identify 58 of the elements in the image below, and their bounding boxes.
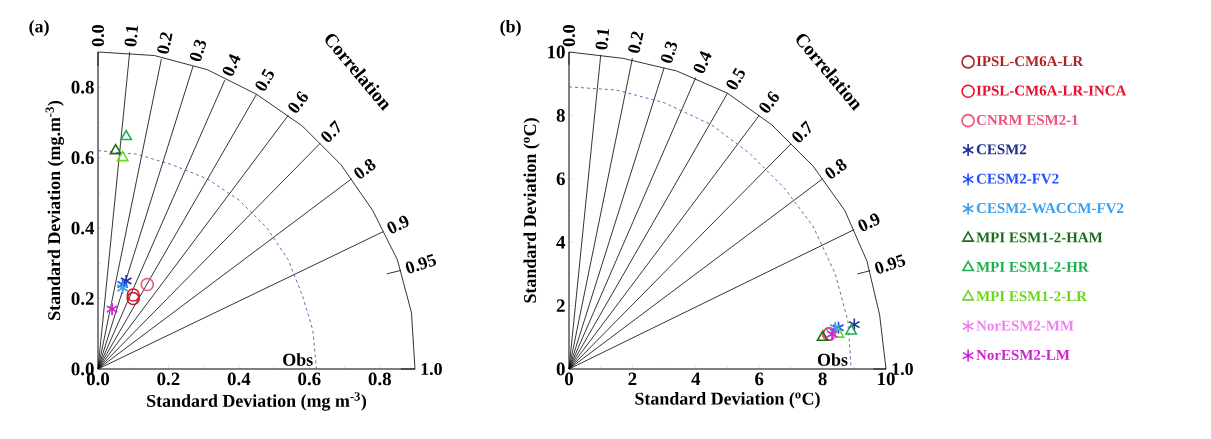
x-tick-label: 4 — [691, 372, 701, 385]
annotation: 0.4 — [222, 53, 241, 76]
legend-label: IPSL-CM6A-LR — [976, 56, 1084, 67]
annotation: 1.0 — [421, 362, 442, 376]
x-tick-label: 8 — [818, 372, 827, 386]
x-tick-label: 0.2 — [157, 372, 180, 386]
x-tick-label: 0.8 — [368, 372, 391, 386]
y-tick-label: 0.4 — [71, 221, 95, 235]
y-axis-title: Standard Deviation (mg.m$^{-3}$) — [45, 100, 64, 320]
annotation: 0.7 — [321, 120, 340, 142]
legend-label: MPI ESM1-2-HAM — [976, 232, 1103, 243]
y-tick-label: 4 — [556, 235, 566, 249]
annotation: 0.7 — [792, 120, 811, 143]
annotation: 0.4 — [693, 51, 712, 73]
legend-label: MPI ESM1-2-HR — [976, 261, 1089, 272]
annotation: 0.1 — [595, 29, 610, 50]
x-tick-label: 0.4 — [227, 372, 251, 386]
annotation: 0.8 — [354, 159, 376, 179]
x-tick-label: 6 — [755, 372, 764, 386]
legend-label: IPSL-CM6A-LR-INCA — [976, 85, 1127, 96]
legend-label: NorESM2-LM — [976, 349, 1070, 360]
legend-label: CESM2 — [976, 144, 1027, 155]
annotation: 0.2 — [628, 31, 644, 53]
y-tick-label: 0.8 — [71, 80, 94, 94]
y-tick-label: 2 — [556, 299, 565, 312]
legend-label: NorESM2-MM — [976, 320, 1074, 331]
annotation: 0.8 — [825, 159, 847, 179]
y-tick-label: 6 — [556, 172, 565, 186]
annotation: 0.9 — [858, 213, 880, 232]
legend-label: CESM2-FV2 — [976, 173, 1059, 184]
chart-title: (a) — [29, 19, 49, 37]
x-axis-title: Standard Deviation ($^{o}$C) — [635, 392, 820, 409]
annotation: 0.5 — [255, 68, 274, 91]
chart-title: (b) — [500, 19, 521, 37]
annotation: 0.6 — [288, 90, 308, 113]
annotation: 0.95 — [405, 253, 437, 274]
x-tick-label: 0.6 — [298, 372, 321, 386]
annotation: 0.5 — [726, 67, 745, 90]
legend-label: CESM2-WACCM-FV2 — [976, 203, 1124, 214]
annotation: 0.3 — [661, 41, 677, 63]
annotation: 0.6 — [759, 90, 779, 113]
x-axis-title: Standard Deviation (mg m$^{-3}$) — [147, 392, 367, 411]
legend-label: MPI ESM1-2-LR — [976, 291, 1088, 302]
legend-label: CNRM ESM2-1 — [976, 114, 1078, 125]
y-tick-label: 8 — [556, 109, 565, 122]
annotation: 0.1 — [124, 25, 139, 47]
annotation: 0.9 — [387, 215, 409, 234]
annotation: 0.95 — [875, 254, 906, 274]
y-tick-label: 0 — [556, 362, 565, 376]
y-axis-title: Standard Deviation ($^{o}$C) — [523, 118, 540, 303]
y-tick-label: 0.2 — [71, 292, 94, 305]
y-tick-label: 0.6 — [71, 151, 94, 165]
annotation: 0.2 — [157, 32, 173, 54]
series-label: Obs — [283, 353, 313, 366]
annotation: 0.3 — [190, 39, 206, 62]
y-tick-label: 10 — [548, 45, 565, 59]
x-tick-label: 2 — [628, 372, 637, 386]
series-label: Obs — [817, 353, 848, 366]
